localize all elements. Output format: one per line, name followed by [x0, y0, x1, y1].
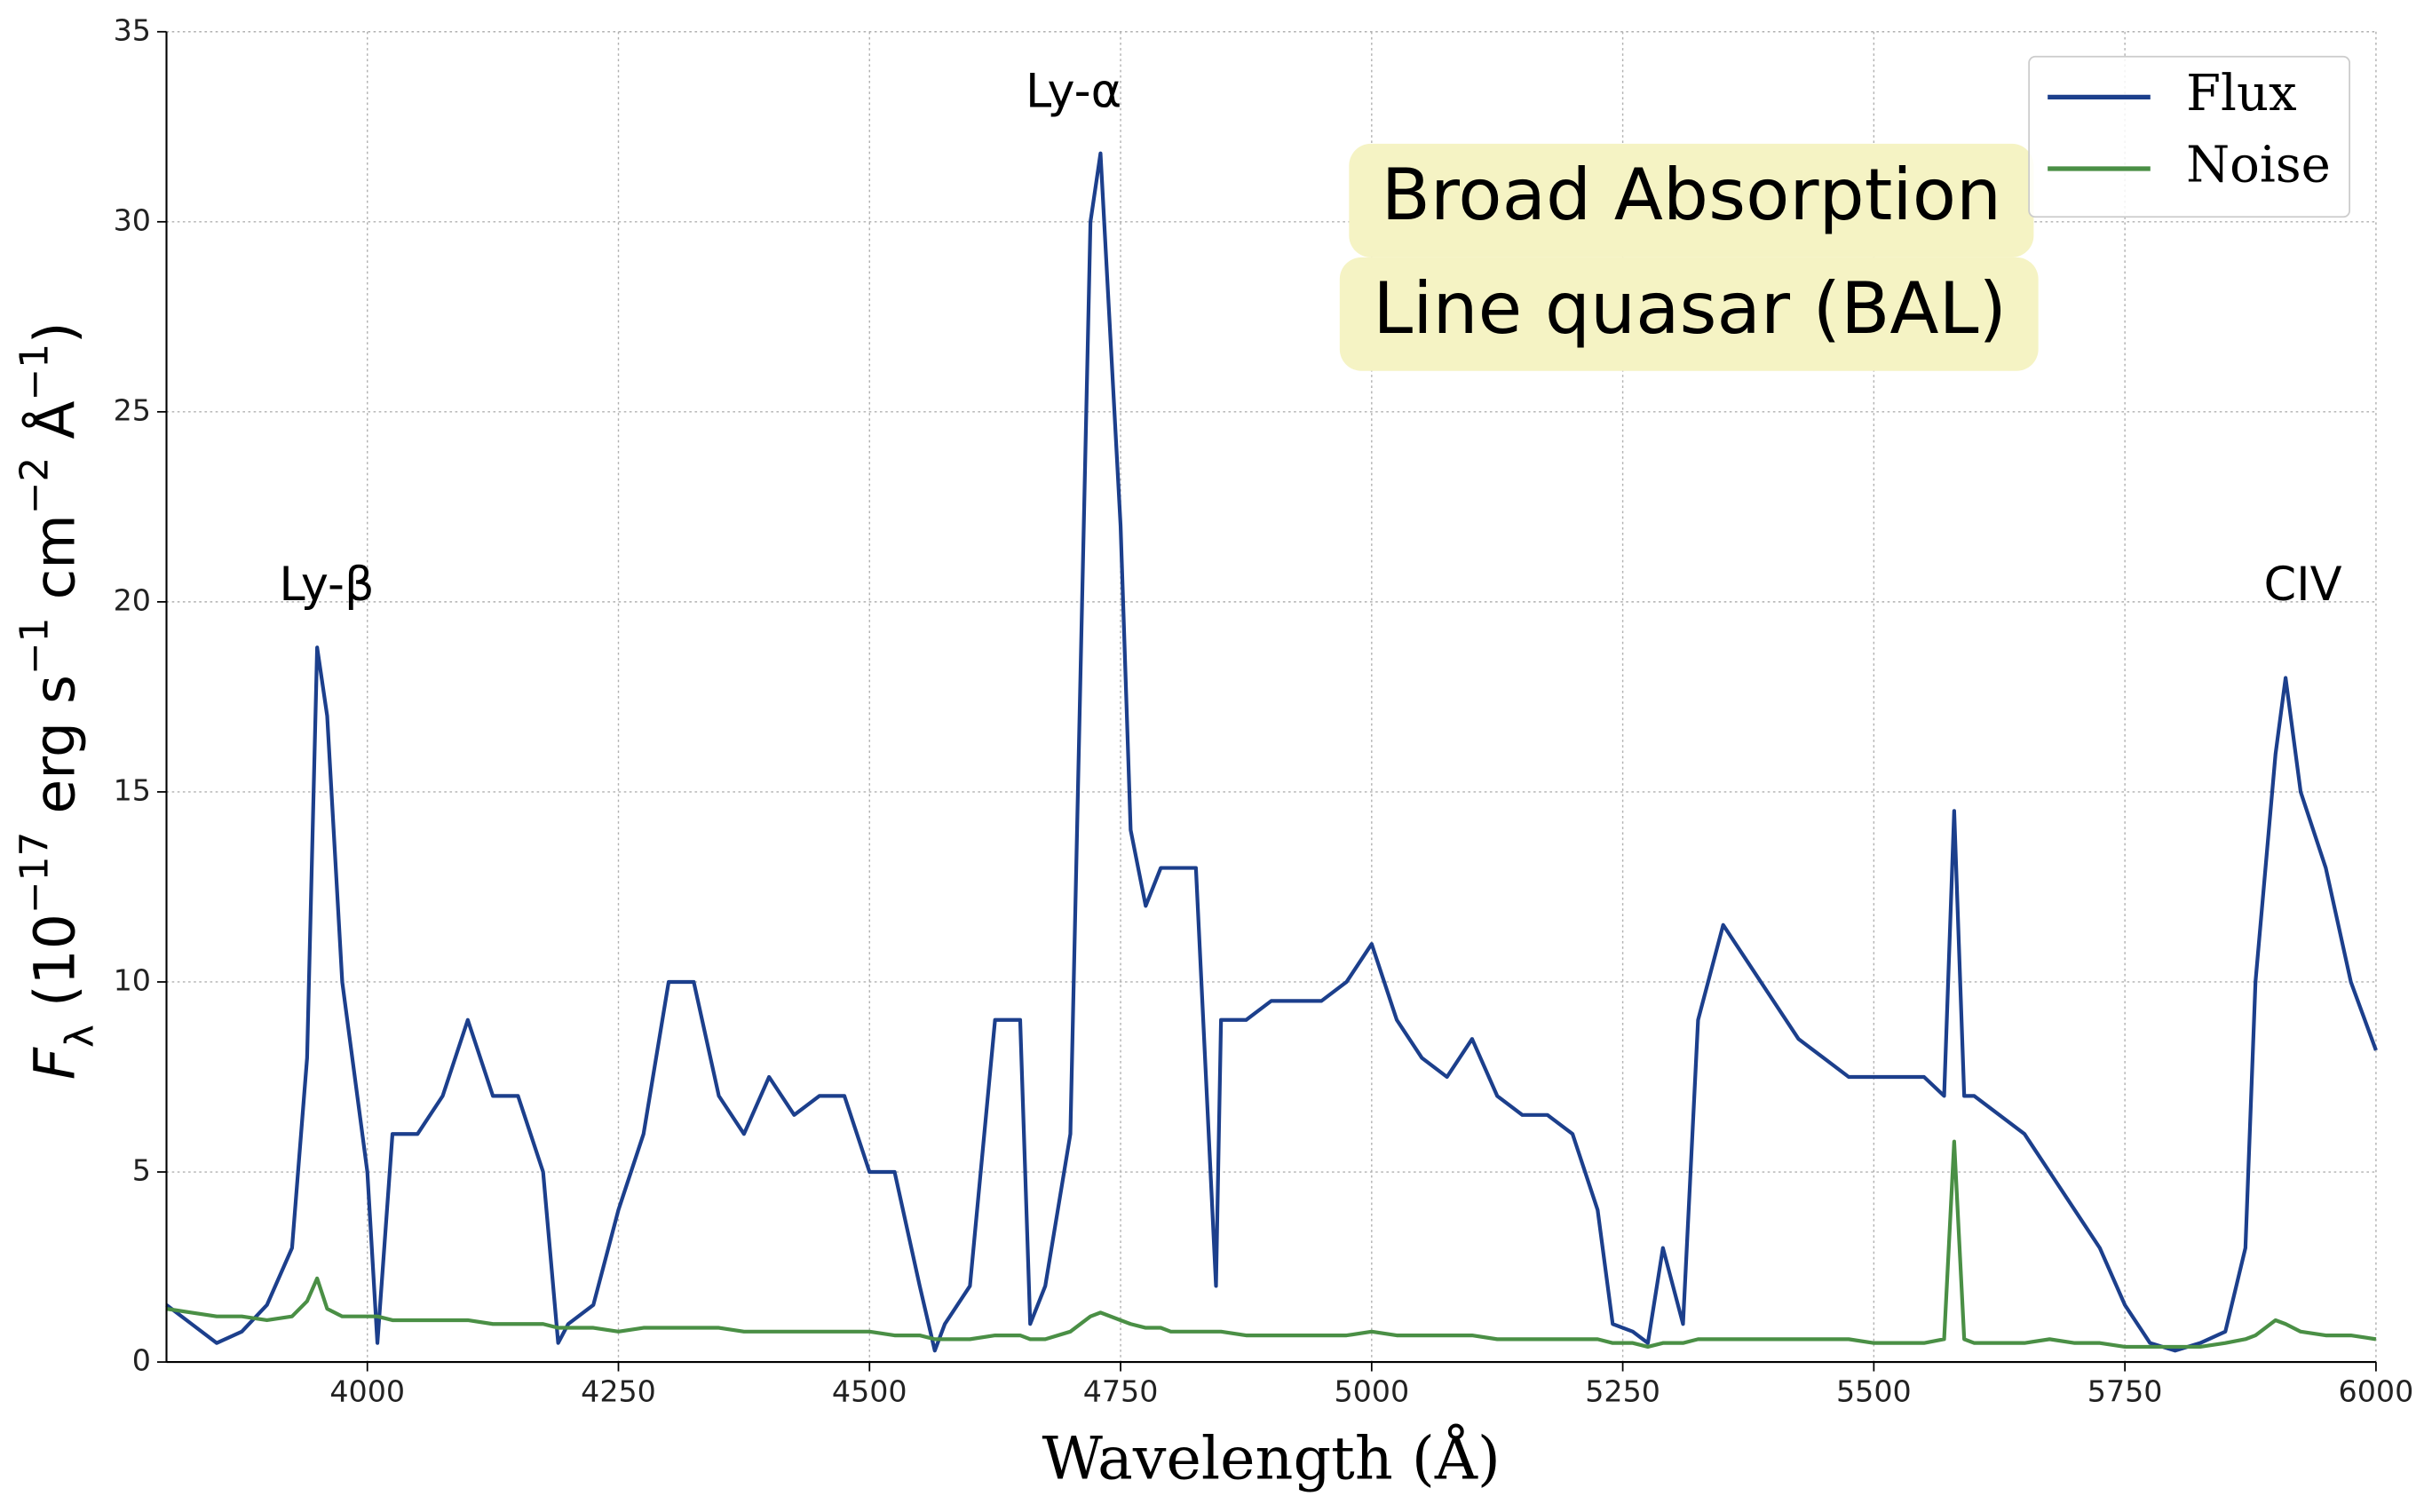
y-tick-label: 35: [114, 12, 151, 47]
x-tick-label: 5750: [2087, 1374, 2163, 1409]
ticks: 0 5 10 15 20 25 30 35 4000 4250 4500 4750 5000 5250 55…: [114, 12, 2414, 1408]
y-axis-label-part: −17: [12, 832, 57, 914]
x-tick-label: 5250: [1585, 1374, 1660, 1409]
textbox-bg: [1349, 143, 2034, 257]
x-tick-label: 6000: [2339, 1374, 2414, 1409]
legend: Flux Noise: [2028, 55, 2350, 218]
x-tick-label: 4750: [1083, 1374, 1159, 1409]
y-axis-label-part: Å: [22, 401, 88, 457]
textbox-bg: [1339, 257, 2039, 371]
textbox-line: Line quasar (BAL): [1373, 267, 2007, 351]
y-axis-label-part: cm: [22, 514, 88, 617]
plot-area: [165, 151, 2378, 1353]
y-axis-label-part: −2: [12, 457, 57, 515]
annotation: CIV: [2263, 558, 2341, 612]
legend-label: Flux: [2186, 65, 2297, 123]
series-line: [165, 151, 2378, 1353]
x-tick-label: 4000: [329, 1374, 405, 1409]
y-axis-label-part: erg s: [22, 675, 88, 832]
y-tick-label: 5: [132, 1153, 151, 1188]
textbox-line: Broad Absorption: [1382, 154, 2002, 237]
x-tick-label: 5000: [1334, 1374, 1409, 1409]
y-tick-label: 15: [114, 772, 151, 807]
legend-label: Noise: [2186, 136, 2331, 194]
y-axis-label-part: λ: [57, 1025, 102, 1048]
x-tick-label: 4500: [832, 1374, 907, 1409]
y-tick-label: 20: [114, 582, 151, 617]
annotation: Ly-β: [279, 558, 374, 612]
annotation: Ly-α: [1026, 64, 1121, 118]
x-axis-label: Wavelength (Å): [1042, 1422, 1501, 1492]
y-tick-label: 0: [132, 1343, 151, 1378]
y-axis-label-part: F: [22, 1046, 88, 1080]
y-tick-label: 30: [114, 202, 151, 237]
x-tick-label: 5500: [1836, 1374, 1912, 1409]
y-axis-label-part: −1: [12, 617, 57, 675]
y-axis-label: Fλ (10−17 erg s−1 cm−2 Å−1): [12, 321, 102, 1080]
series-line: [166, 1139, 2377, 1350]
y-tick-label: 25: [114, 392, 151, 427]
y-axis-label-part: −1: [12, 344, 57, 401]
x-tick-label: 4250: [581, 1374, 656, 1409]
y-axis-label-part: (10: [22, 914, 88, 1025]
y-tick-label: 10: [114, 962, 151, 997]
y-axis-label-part: ): [22, 321, 88, 344]
